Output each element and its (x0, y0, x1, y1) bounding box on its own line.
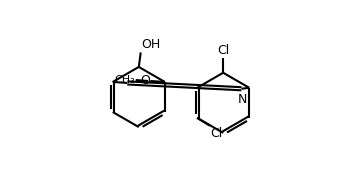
Text: O: O (140, 74, 150, 87)
Text: OH: OH (142, 38, 161, 51)
Text: CH₃: CH₃ (114, 75, 135, 85)
Text: Cl: Cl (211, 127, 223, 140)
Text: Cl: Cl (217, 44, 229, 57)
Text: N: N (238, 93, 247, 106)
